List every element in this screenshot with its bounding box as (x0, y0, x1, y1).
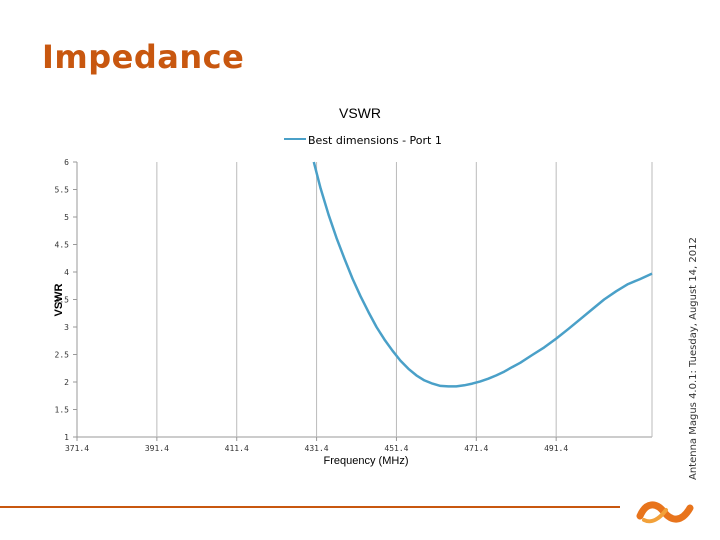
x-tick-label: 371.4 (65, 444, 89, 453)
y-axis-label: VSWR (53, 283, 65, 316)
y-tick-label: 1 (64, 433, 69, 442)
watermark-brand: Antenna Magus 4.0.1: (688, 366, 699, 480)
x-tick-label: 391.4 (145, 444, 169, 453)
grid-lines (156, 162, 653, 437)
y-tick-label: 1.5 (55, 406, 70, 415)
y-tick-label: 4 (64, 268, 69, 277)
y-tick-label: 5 (64, 213, 69, 222)
y-tick-label: 5.5 (55, 186, 70, 195)
y-tick-label: 2 (64, 378, 69, 387)
x-tick-label: 431.4 (305, 444, 329, 453)
slide-title: Impedance (42, 38, 245, 76)
y-tick-label: 2.5 (55, 351, 70, 360)
x-tick-label: 491.4 (544, 444, 568, 453)
watermark-date: Tuesday, August 14, 2012 (688, 237, 699, 367)
x-tick-label: 411.4 (225, 444, 249, 453)
x-ticks: 371.4 391.4 411.4 431.4 451.4 471.4 491.4 (65, 437, 568, 453)
series-line-port-1 (312, 161, 653, 388)
x-tick-label: 451.4 (384, 444, 408, 453)
y-tick-label: 3 (64, 323, 69, 332)
y-tick-label: 4.5 (55, 241, 70, 250)
antenna-magus-logo-icon (636, 501, 694, 524)
footer-divider (0, 506, 620, 508)
y-tick-label: 3.5 (55, 296, 70, 305)
y-tick-label: 6 (64, 158, 69, 167)
legend-label: Best dimensions - Port 1 (308, 134, 442, 147)
x-tick-label: 471.4 (464, 444, 488, 453)
y-ticks: 1 1.5 2 2.5 3 3.5 4 4.5 5 5.5 6 (55, 158, 77, 442)
x-axis-label: Frequency (MHz) (324, 455, 409, 467)
chart-title: VSWR (339, 105, 381, 121)
